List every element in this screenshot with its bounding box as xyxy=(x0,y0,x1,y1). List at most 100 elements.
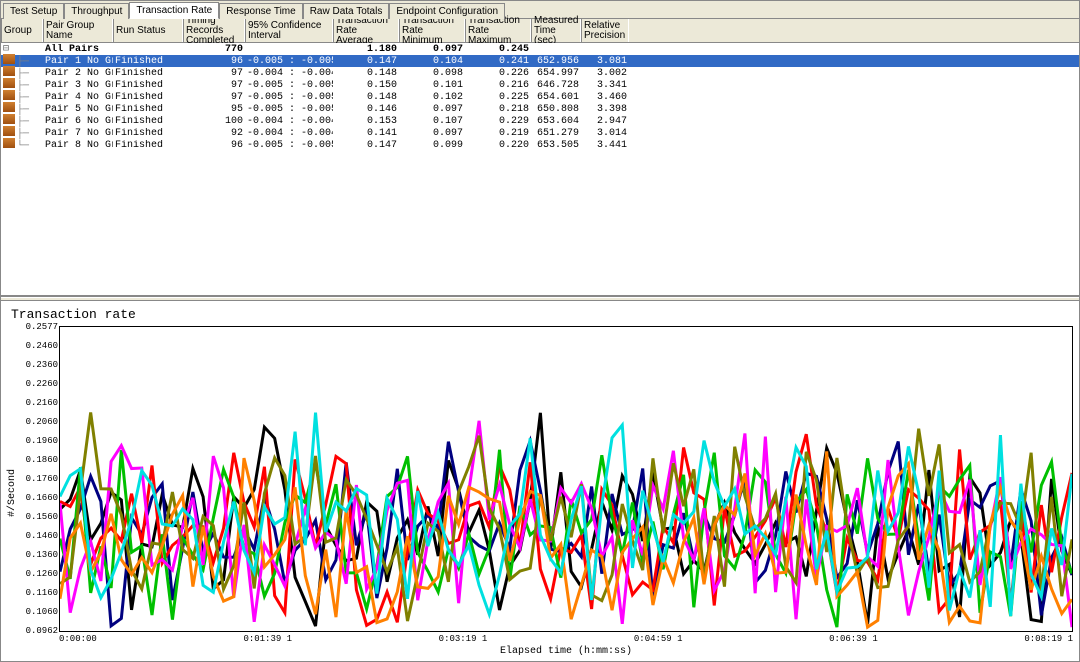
measured-time: 651.279 xyxy=(531,128,581,139)
tab-raw-data-totals[interactable]: Raw Data Totals xyxy=(303,3,390,19)
table-row[interactable]: ├─Pair 5 No GroupFinished95-0.005 : -0.0… xyxy=(1,103,1079,115)
tab-test-setup[interactable]: Test Setup xyxy=(3,3,64,19)
pair-name: Pair 5 No Group xyxy=(43,104,113,115)
column-header[interactable]: Run Status xyxy=(113,19,183,42)
rate-min: 0.097 xyxy=(399,104,465,115)
timing-records: 97 xyxy=(183,92,245,103)
rate-avg: 0.146 xyxy=(333,104,399,115)
run-status: Finished xyxy=(113,80,183,91)
confidence-interval: -0.004 : -0.004 xyxy=(245,116,333,127)
table-row[interactable]: └─Pair 8 No GroupFinished96-0.005 : -0.0… xyxy=(1,139,1079,151)
column-header[interactable]: Measured Time (sec) xyxy=(531,19,581,42)
pair-name: Pair 1 No Group xyxy=(43,56,113,67)
table-row[interactable]: ├─Pair 3 No GroupFinished97-0.005 : -0.0… xyxy=(1,79,1079,91)
column-header[interactable]: Timing Records Completed xyxy=(183,19,245,42)
rate-avg: 0.153 xyxy=(333,116,399,127)
run-status: Finished xyxy=(113,140,183,151)
measured-time: 652.956 xyxy=(531,56,581,67)
relative-precision: 2.947 xyxy=(581,116,629,127)
rate-avg: 0.150 xyxy=(333,80,399,91)
column-header[interactable]: Group xyxy=(1,19,43,42)
rate-max: 0.218 xyxy=(465,104,531,115)
y-tick-label: 0.1660 xyxy=(22,493,58,503)
measured-time: 653.505 xyxy=(531,140,581,151)
run-status: Finished xyxy=(113,104,183,115)
column-header[interactable]: Relative Precision xyxy=(581,19,629,42)
y-tick-label: 0.1760 xyxy=(22,474,58,484)
measured-time: 654.997 xyxy=(531,68,581,79)
pair-name: Pair 2 No Group xyxy=(43,68,113,79)
relative-precision: 3.002 xyxy=(581,68,629,79)
rate-max: 0.225 xyxy=(465,92,531,103)
run-status: Finished xyxy=(113,116,183,127)
app-window: Test SetupThroughputTransaction RateResp… xyxy=(0,0,1080,662)
timing-records: 97 xyxy=(183,68,245,79)
all-pairs-row[interactable]: ⊟All Pairs7701.1800.0970.245 xyxy=(1,43,1079,55)
x-axis-label: Elapsed time (h:mm:ss) xyxy=(59,646,1073,659)
confidence-interval: -0.004 : -0.004 xyxy=(245,128,333,139)
column-header[interactable]: Transaction Rate Minimum xyxy=(399,19,465,42)
confidence-interval: -0.005 : -0.005 xyxy=(245,80,333,91)
column-header[interactable]: Pair Group Name xyxy=(43,19,113,42)
x-tick-label: 0:01:39 1 xyxy=(243,634,292,644)
tab-endpoint-configuration[interactable]: Endpoint Configuration xyxy=(389,3,505,19)
rate-avg: 0.147 xyxy=(333,56,399,67)
rate-min: 0.107 xyxy=(399,116,465,127)
y-tick-label: 0.1460 xyxy=(22,531,58,541)
confidence-interval: -0.005 : -0.005 xyxy=(245,92,333,103)
confidence-interval: -0.004 : -0.004 xyxy=(245,68,333,79)
table-row[interactable]: ├─Pair 7 No GroupFinished92-0.004 : -0.0… xyxy=(1,127,1079,139)
grid-header: GroupPair Group NameRun StatusTiming Rec… xyxy=(1,19,1079,43)
y-tick-label: 0.2577 xyxy=(22,322,58,332)
timing-records: 96 xyxy=(183,140,245,151)
y-tick-label: 0.1860 xyxy=(22,455,58,465)
endpoint-pair-icon xyxy=(3,114,15,124)
endpoint-pair-icon xyxy=(3,78,15,88)
chart-pane: Transaction rate #/Second 0.25770.24600.… xyxy=(1,301,1079,661)
y-tick-label: 0.1260 xyxy=(22,569,58,579)
chart-title: Transaction rate xyxy=(7,305,1073,326)
y-tick-label: 0.2160 xyxy=(22,398,58,408)
timing-records: 95 xyxy=(183,104,245,115)
table-row[interactable]: ├─Pair 1 No GroupFinished96-0.005 : -0.0… xyxy=(1,55,1079,67)
pair-name: Pair 4 No Group xyxy=(43,92,113,103)
column-header[interactable]: 95% Confidence Interval xyxy=(245,19,333,42)
rate-min: 0.104 xyxy=(399,56,465,67)
pair-icon-cell: └─ xyxy=(1,138,43,152)
y-tick-label: 0.1060 xyxy=(22,607,58,617)
measured-time: 650.808 xyxy=(531,104,581,115)
timing-records: 92 xyxy=(183,128,245,139)
rate-min: 0.099 xyxy=(399,140,465,151)
column-header[interactable]: Transaction Rate Average xyxy=(333,19,399,42)
chart-area-col: 0.25770.24600.23600.22600.21600.20600.19… xyxy=(21,326,1073,659)
tab-transaction-rate[interactable]: Transaction Rate xyxy=(129,2,219,19)
x-tick-label: 0:04:59 1 xyxy=(634,634,683,644)
confidence-interval: -0.005 : -0.005 xyxy=(245,56,333,67)
relative-precision: 3.441 xyxy=(581,140,629,151)
all-pairs-label: All Pairs xyxy=(43,44,113,55)
y-tick-label: 0.0962 xyxy=(22,626,58,636)
confidence-interval: -0.005 : -0.005 xyxy=(245,104,333,115)
timing-records: 96 xyxy=(183,56,245,67)
timing-records: 100 xyxy=(183,116,245,127)
pair-name: Pair 7 No Group xyxy=(43,128,113,139)
pair-name: Pair 6 No Group xyxy=(43,116,113,127)
y-tick-label: 0.2460 xyxy=(22,341,58,351)
table-row[interactable]: ├─Pair 2 No GroupFinished97-0.004 : -0.0… xyxy=(1,67,1079,79)
y-tick-label: 0.1560 xyxy=(22,512,58,522)
rate-avg: 0.148 xyxy=(333,92,399,103)
column-header[interactable]: Transaction Rate Maximum xyxy=(465,19,531,42)
endpoint-pair-icon xyxy=(3,102,15,112)
x-tick-label: 0:08:19 1 xyxy=(1024,634,1073,644)
table-row[interactable]: ├─Pair 6 No GroupFinished100-0.004 : -0.… xyxy=(1,115,1079,127)
measured-time: 653.604 xyxy=(531,116,581,127)
run-status: Finished xyxy=(113,92,183,103)
tab-throughput[interactable]: Throughput xyxy=(64,3,129,19)
rate-avg: 0.148 xyxy=(333,68,399,79)
table-row[interactable]: ├─Pair 4 No GroupFinished97-0.005 : -0.0… xyxy=(1,91,1079,103)
rate-min: 0.101 xyxy=(399,80,465,91)
rate-min: 0.102 xyxy=(399,92,465,103)
endpoint-pair-icon xyxy=(3,54,15,64)
confidence-interval: -0.005 : -0.005 xyxy=(245,140,333,151)
tab-response-time[interactable]: Response Time xyxy=(219,3,302,19)
